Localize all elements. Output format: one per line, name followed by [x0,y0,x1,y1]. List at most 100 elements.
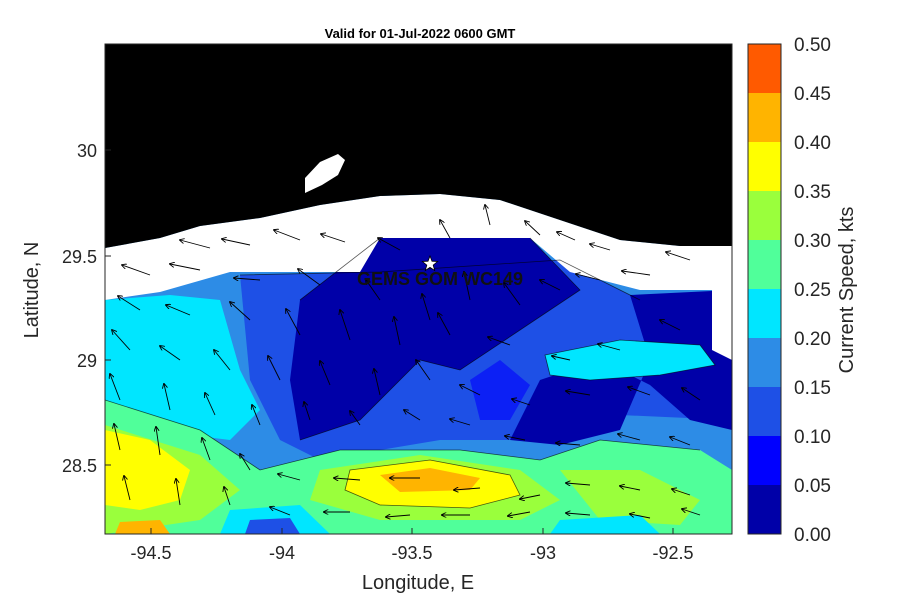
y-tick-label: 30 [77,141,97,161]
colorbar: 0.00 0.05 0.10 0.15 0.20 0.25 0.30 0.35 0.40 0.45… [747,35,831,546]
current-vector-arrow [274,230,301,241]
colorbar-tick-label: 0.20 [794,329,831,350]
current-vector-arrow [682,388,701,401]
current-vector-arrow [540,280,561,291]
y-tick-label: 29 [77,351,97,371]
current-vector-arrow [214,350,231,371]
current-vector-arrow [222,239,251,246]
current-vector-arrow [122,265,151,276]
colorbar-tick-label: 0.10 [794,427,831,448]
speed-band-0-20-east [545,340,715,380]
current-vector-arrow [672,489,691,496]
colorbar-tick-label: 0.25 [794,280,831,301]
colorbar-label: Current Speed, kts [836,207,858,374]
speed-band-0-40-south [115,468,480,534]
current-vector-arrow [464,272,471,301]
current-vector-arrow [454,488,481,490]
colorbar-segment [748,93,781,142]
x-tick-label: -93 [530,543,556,563]
current-vector-arrow [180,240,211,249]
land-mass [105,44,732,248]
current-vector-arrow [374,369,381,396]
plot-frame [104,43,733,535]
current-vector-arrow [268,356,281,381]
current-vector-arrow [566,483,591,485]
current-vector-arrow [630,514,651,519]
island [305,154,345,193]
current-vector-arrow [404,410,421,421]
colorbar-tick-label: 0.05 [794,476,831,497]
station-star-icon [421,254,439,272]
current-vector-arrow [416,360,431,381]
y-axis: 30 29.5 29 28.5 Latitude, N [21,141,111,476]
current-vector-arrow [682,509,701,516]
speed-band-0-10-core [470,360,530,420]
x-tick-label: -93.5 [391,543,432,563]
current-vector-arrow [460,385,481,396]
current-vector-arrow [320,361,331,386]
colorbar-tick-label: 0.35 [794,182,831,203]
current-vector-arrow [110,374,121,401]
current-vector-arrow [202,438,211,461]
current-vector-arrow [552,356,571,361]
colorbar-tick-label: 0.40 [794,133,831,154]
current-vector-arrow [170,264,201,271]
current-vector-arrow [286,309,301,336]
current-vector-arrow [666,252,691,261]
current-vector-arrow [556,443,581,445]
current-vector-arrow [156,427,161,456]
colorbar-segment [748,485,781,534]
speed-band-0-15-bottom [245,518,300,534]
current-vector-arrow [598,344,621,351]
current-vector-arrow [278,474,301,481]
current-vector-arrow [618,434,641,441]
current-vector-arrow [566,513,591,515]
current-vector-arrow [124,476,131,501]
current-vector-arrow [438,313,451,336]
current-vector-arrow [304,402,311,421]
current-vector-arrow [394,317,401,346]
current-vector-arrow [576,274,601,281]
current-vector-arrow [488,337,511,346]
colorbar-tick-label: 0.30 [794,231,831,252]
current-vector-arrow [504,283,521,306]
current-vector-arrow [270,507,291,516]
current-vector-arrow [590,244,611,251]
no-data-east-strip [712,290,732,360]
current-vector-arrow [350,411,361,426]
current-vector-arrow [557,232,576,241]
colorbar-segment [748,240,781,289]
colorbar-tick-label: 0.50 [794,35,831,56]
map-title: Valid for 01-Jul-2022 0600 GMT [325,26,516,41]
current-vector-arrow [234,278,261,280]
current-vector-arrow [508,511,531,516]
current-vectors [110,205,701,519]
colorbar-segment [748,191,781,240]
current-vector-arrow [378,238,401,251]
current-vector-arrow [660,320,681,331]
current-vector-arrow [176,479,181,506]
current-vector-arrow [240,454,251,471]
current-vector-arrow [620,486,641,491]
current-vector-arrow [525,221,541,236]
current-vector-arrow [485,205,491,226]
current-vector-arrow [566,391,591,396]
colorbar-segment [748,142,781,191]
current-vector-arrow [440,220,451,239]
current-vector-arrow [224,487,231,506]
current-vector-arrow [505,436,526,441]
current-vector-arrow [166,305,191,316]
current-vector-arrow [520,494,541,499]
colorbar-segment [748,436,781,485]
current-vector-arrow [205,393,216,416]
colorbar-tick-label: 0.45 [794,84,831,105]
colorbar-frame [747,43,782,535]
current-vector-arrow [422,294,431,321]
x-tick-label: -94.5 [130,543,171,563]
station-label: GEMS GOM WC149 [357,269,523,289]
y-tick-label: 28.5 [62,456,97,476]
y-axis-label: Latitude, N [21,242,43,339]
current-vector-arrow [160,346,181,361]
x-axis-label: Longitude, E [362,572,474,594]
